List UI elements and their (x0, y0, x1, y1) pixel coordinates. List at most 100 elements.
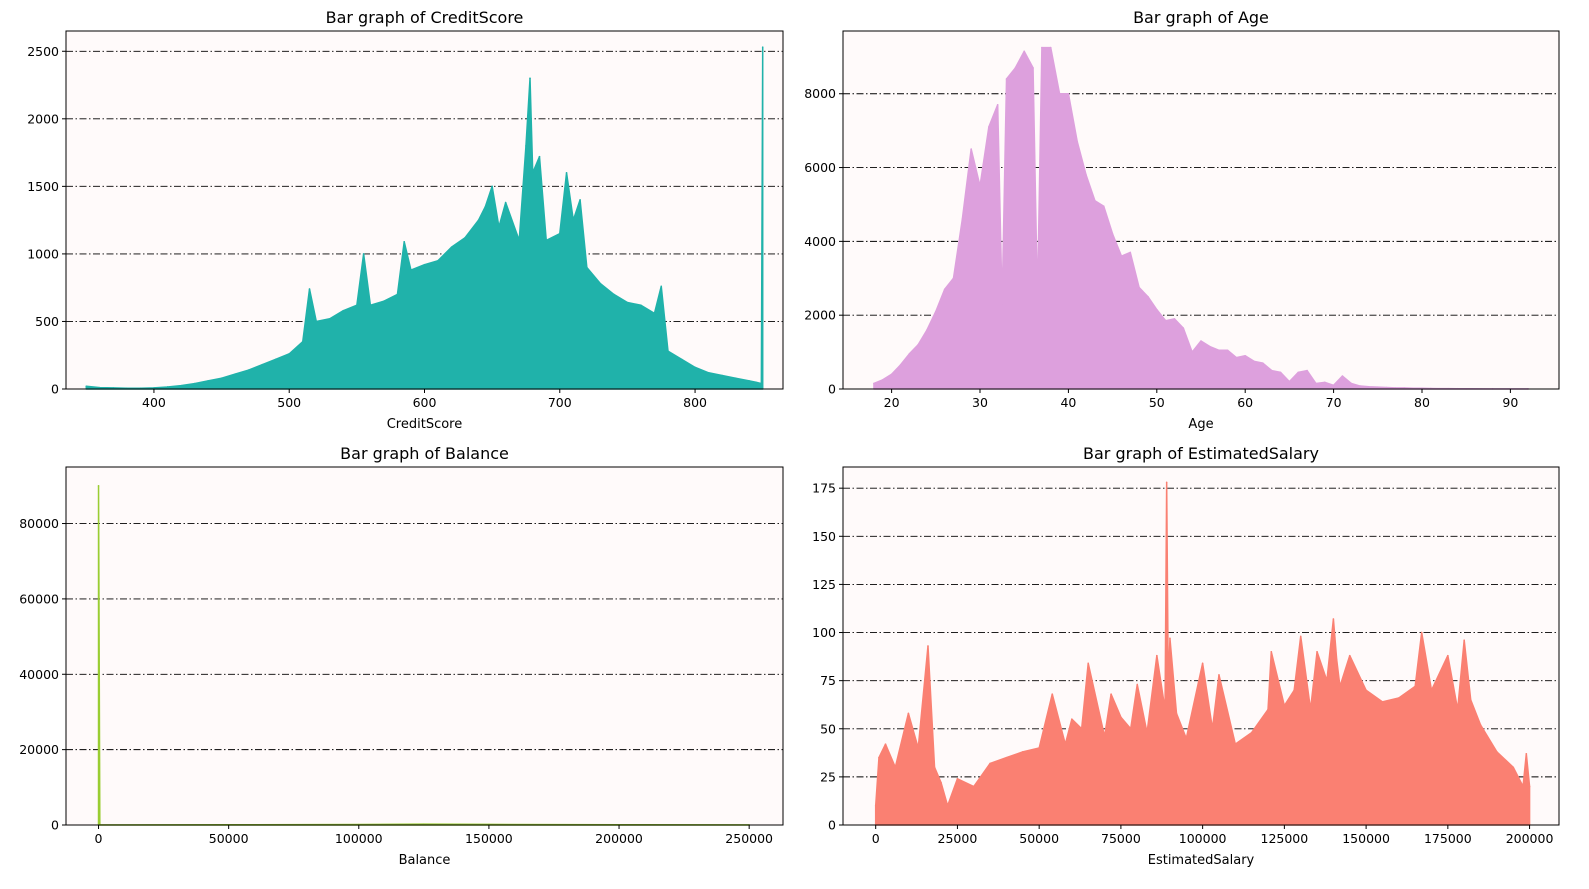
chart-estimatedsalary-point (946, 804, 949, 807)
chart-age-point (1032, 67, 1034, 69)
chart-creditscore-point (531, 172, 534, 174)
chart-estimatedsalary-title: Bar graph of EstimatedSalary (1083, 444, 1319, 463)
chart-creditscore-point (234, 373, 236, 375)
chart-balance-x-tick-label: 150000 (465, 831, 513, 846)
chart-creditscore-point (362, 253, 365, 255)
chart-estimatedsalary: 0 25000 50000 75000 100000 125000 150000 175000… (812, 444, 1560, 868)
chart-creditscore-point (761, 46, 764, 49)
chart-estimatedsalary-point (1270, 650, 1273, 653)
chart-estimatedsalary-point (1103, 735, 1106, 738)
chart-creditscore-point (748, 380, 750, 382)
chart-estimatedsalary-point (1339, 685, 1341, 688)
chart-age-x-axis-label: Age (1188, 417, 1213, 432)
chart-creditscore-point (85, 385, 88, 388)
chart-estimatedsalary-point (1136, 683, 1139, 686)
chart-age-point (961, 218, 964, 221)
chart-age-point (1279, 371, 1282, 374)
chart-age-point (1164, 319, 1167, 322)
chart-estimatedsalary-point (940, 781, 942, 784)
chart-age-point (952, 277, 955, 280)
chart-estimatedsalary-y-tick-label: 125 (812, 577, 836, 592)
chart-estimatedsalary-point (1512, 766, 1515, 769)
chart-age-point (1156, 308, 1158, 311)
chart-age-point (1036, 299, 1039, 302)
chart-estimatedsalary-point (1080, 727, 1083, 730)
chart-estimatedsalary-point (1420, 631, 1423, 634)
chart-age-point (1005, 78, 1008, 80)
chart-estimatedsalary-point (1316, 650, 1318, 653)
chart-age-point (1182, 327, 1185, 329)
chart-estimatedsalary-point (1005, 756, 1008, 759)
chart-age-point (1403, 387, 1406, 389)
chart-age-point (1067, 92, 1070, 95)
chart-estimatedsalary-point (1110, 693, 1112, 695)
chart-creditscore-point (329, 317, 331, 320)
chart-age-point (1332, 384, 1335, 387)
chart-estimatedsalary-point (1496, 751, 1498, 753)
chart-creditscore-point (383, 300, 385, 302)
chart-creditscore-point (410, 269, 412, 271)
chart-creditscore-point (755, 381, 757, 384)
chart-estimatedsalary-point (1335, 658, 1338, 661)
chart-age-point (1253, 360, 1255, 363)
chart-creditscore-y-tick-label: 2000 (27, 111, 59, 126)
chart-estimatedsalary-x-tick-label: 125000 (1261, 831, 1309, 846)
chart-creditscore-point (484, 205, 487, 208)
chart-estimatedsalary-y-tick-label: 50 (820, 721, 836, 736)
chart-age-point (1147, 295, 1149, 298)
chart-age-x-tick-label: 50 (1149, 395, 1165, 410)
chart-estimatedsalary-point (874, 804, 877, 807)
chart-estimatedsalary-x-tick-label: 150000 (1342, 831, 1390, 846)
chart-age-point (1226, 349, 1229, 352)
chart-creditscore-y-tick-label: 1000 (27, 246, 59, 261)
chart-estimatedsalary-x-tick-label: 175000 (1424, 831, 1472, 846)
chart-estimatedsalary-point (989, 762, 991, 765)
chart-estimatedsalary-point (1522, 785, 1524, 788)
chart-estimatedsalary-point (1164, 708, 1166, 711)
chart-age-point (1288, 380, 1291, 383)
chart-estimatedsalary-point (1129, 727, 1132, 730)
chart-estimatedsalary-x-tick-label: 75000 (1101, 831, 1141, 846)
chart-creditscore-point (707, 371, 710, 374)
chart-estimatedsalary-y-tick-label: 100 (812, 625, 836, 640)
chart-balance-y-tick-label: 60000 (19, 591, 59, 606)
chart-age-point (1001, 303, 1003, 305)
chart-estimatedsalary-point (1167, 689, 1170, 692)
chart-estimatedsalary-point (1087, 662, 1090, 665)
chart-age-point (1111, 233, 1114, 235)
chart-creditscore-point (545, 239, 548, 242)
chart-creditscore-y-tick-label: 1500 (27, 179, 59, 194)
chart-creditscore-point (667, 350, 669, 352)
chart-age-point (1359, 385, 1361, 387)
chart-balance-title: Bar graph of Balance (340, 444, 509, 463)
chart-age-title: Bar graph of Age (1133, 8, 1269, 27)
chart-age-point (1244, 354, 1246, 357)
chart-estimatedsalary-point (1218, 674, 1220, 676)
chart-estimatedsalary-frame (842, 466, 1560, 826)
chart-creditscore-x-tick-label: 500 (277, 395, 301, 410)
chart-estimatedsalary-point (884, 743, 887, 745)
chart-estimatedsalary-point (1456, 708, 1459, 711)
chart-creditscore-point (274, 358, 277, 361)
chart-age-point (1094, 199, 1096, 202)
chart-estimatedsalary-y-tick-label: 175 (812, 481, 836, 496)
chart-creditscore-point (586, 266, 588, 269)
chart-age-point (926, 329, 928, 331)
chart-balance: 0 50000 100000 150000 200000 250000 0 20000 4000… (19, 444, 784, 868)
chart-age-x-tick-label: 90 (1502, 395, 1518, 410)
chart-age-point (979, 185, 981, 187)
chart-estimatedsalary-x-tick-label: 25000 (938, 831, 978, 846)
chart-balance-y-tick-label: 80000 (19, 516, 59, 531)
chart-estimatedsalary-point (1469, 699, 1472, 701)
chart-creditscore-point (207, 380, 209, 382)
chart-estimatedsalary-x-axis-label: EstimatedSalary (1148, 853, 1255, 868)
chart-balance-x-tick-label: 50000 (209, 831, 249, 846)
chart-age-x-tick-label: 40 (1060, 395, 1076, 410)
chart-balance-frame (65, 466, 784, 826)
chart-creditscore-point (565, 172, 568, 174)
chart-estimatedsalary-point (1283, 704, 1286, 707)
chart-creditscore-point (288, 353, 291, 355)
chart-estimatedsalary-y-tick-label: 150 (812, 529, 836, 544)
chart-age-point (917, 343, 919, 346)
chart-creditscore-point (356, 304, 358, 307)
